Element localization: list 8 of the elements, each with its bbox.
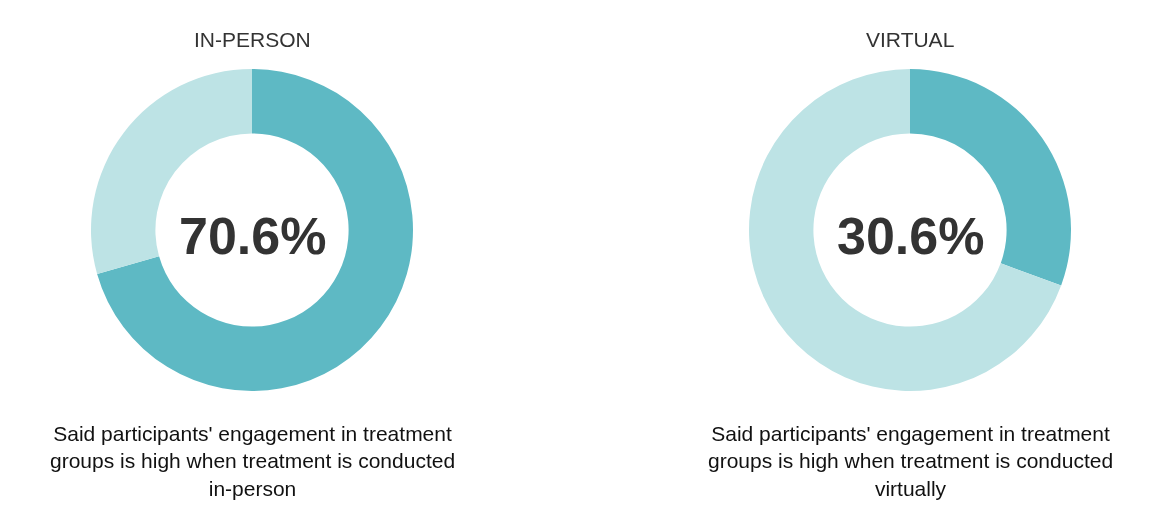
chart-title: IN-PERSON [194, 28, 311, 51]
text: Said participants' engagement in treatment groups is high when treatment is conducted in-person [50, 422, 456, 500]
donut-slice [749, 69, 1062, 391]
text: 30.6% [837, 207, 985, 265]
text: Said participants' engagement in treatment groups is high when treatment is conducted virtually [708, 422, 1114, 500]
text: 70.6% [179, 207, 327, 265]
donut-slice [97, 69, 413, 391]
chart-title: VIRTUAL [866, 28, 955, 51]
